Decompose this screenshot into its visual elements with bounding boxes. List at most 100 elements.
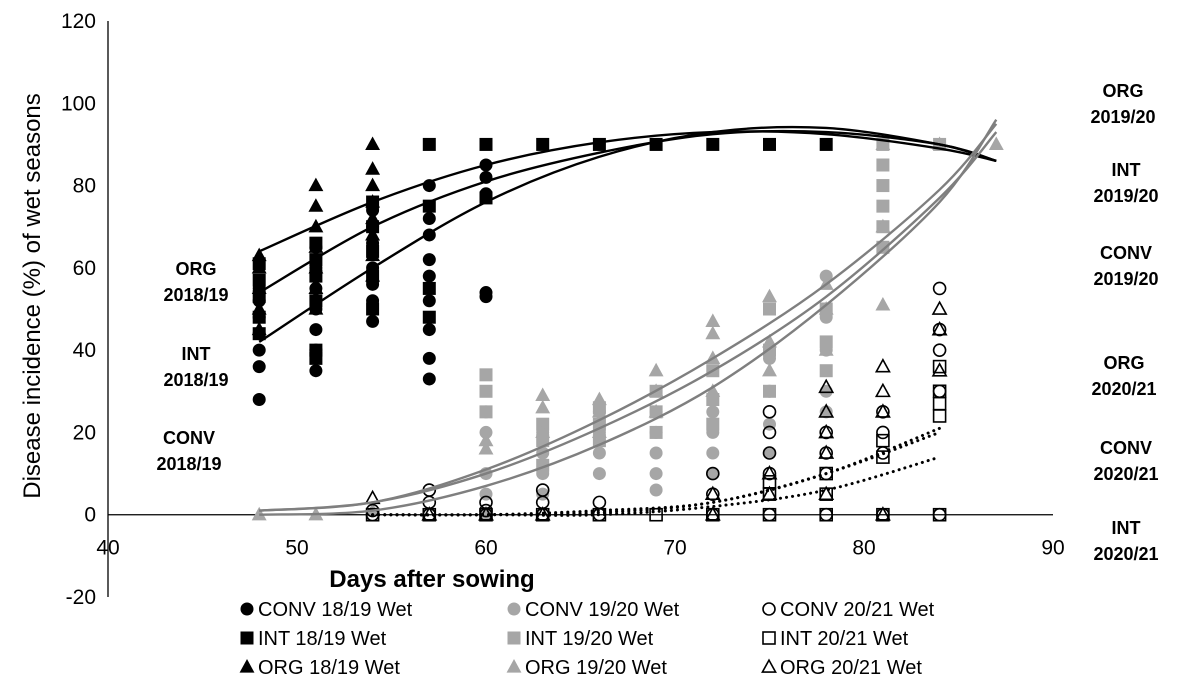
trendline-label-org1920: ORG [1102,81,1143,101]
data-point [704,506,721,521]
data-point [705,466,720,481]
data-point [479,286,493,300]
legend-item: CONV 20/21 Wet [762,599,935,621]
trendline-label-conv1819: 2018/19 [156,454,221,474]
data-point [592,137,606,151]
data-point [365,161,381,175]
data-point [762,362,777,377]
data-point [591,403,607,418]
data-point [705,313,721,327]
data-point [706,446,720,460]
trendline-org-2018-19 [258,130,997,253]
data-point [818,444,835,459]
data-point [365,268,381,282]
data-point [762,446,777,460]
data-point [762,288,777,303]
x-tick-label: 80 [852,537,875,560]
data-point [762,507,777,522]
data-point [763,384,776,398]
data-point [308,239,324,253]
data-point [251,259,267,274]
data-point [704,485,721,501]
series-int-19-20-wet [479,137,947,472]
data-point [422,211,436,225]
x-tick-labels: 40 50 60 70 80 90 [96,537,1064,560]
data-point [705,325,721,340]
data-point [819,137,833,151]
data-point [479,137,493,151]
data-point [931,321,948,336]
data-point [648,403,664,418]
trendline-int-2018-19 [258,129,997,294]
data-point [534,506,551,521]
legend-label: INT 19/20 Wet [525,628,654,650]
legend-label: CONV 18/19 Wet [258,599,413,621]
series-org-19-20-wet [251,136,1004,521]
legend-marker [239,659,255,673]
x-tick-label: 70 [663,537,686,560]
data-point [479,384,493,398]
data-point [308,259,324,274]
trendline-conv-2018-19 [258,125,997,343]
data-point [875,136,891,151]
trendlines [258,119,998,517]
legend-marker [762,631,776,645]
data-point [763,302,776,316]
data-point [874,382,891,398]
trendline-label-org2021: ORG [1103,353,1144,373]
trendline-label-int1819: INT [182,344,211,364]
series-org-18-19-wet [251,136,381,336]
trendline-label-org2021: 2020/21 [1091,379,1156,399]
data-point [365,247,381,262]
data-point [762,333,777,348]
trendline-label-conv1920: 2019/20 [1093,269,1158,289]
y-tick-label: -20 [66,586,96,609]
x-tick-label: 50 [285,537,308,560]
y-axis-title: Disease incidence (%) of wet seasons [19,93,46,499]
data-point [874,403,891,418]
data-point [649,425,663,439]
data-point [535,399,551,414]
data-point [422,137,436,151]
data-point [251,321,267,336]
data-point [535,424,551,439]
data-point [422,372,436,386]
data-point [932,384,947,399]
trendline-label-conv2021: CONV [1100,438,1152,458]
legend-marker [506,659,522,673]
data-point [309,323,323,337]
data-points [251,136,1004,522]
data-point [762,425,777,440]
data-point [535,387,551,401]
data-point [649,507,663,522]
y-tick-labels: -20 0 20 40 60 80 100 120 [61,10,96,609]
legend-item: INT 20/21 Wet [762,628,909,650]
trendline-conv-2019-20 [259,119,998,516]
data-point [706,405,720,419]
y-tick-label: 40 [73,339,96,362]
legend-marker [762,602,776,616]
data-point [932,281,947,296]
data-point [874,358,891,373]
legend-marker [240,631,254,645]
data-point [818,403,835,418]
data-point [762,405,777,419]
data-point [252,360,266,374]
series-int-18-19-wet [252,137,833,365]
data-point [536,137,550,151]
trendline-label-conv1920: CONV [1100,243,1152,263]
data-point [251,247,267,262]
legend-item: ORG 19/20 Wet [506,657,667,679]
data-point [309,364,323,378]
data-point [422,310,436,324]
y-tick-label: 100 [61,92,96,115]
trendline-label-int2021: INT [1112,518,1141,538]
data-point [876,199,890,213]
data-point [366,302,380,316]
x-axis-title: Days after sowing [329,566,534,593]
data-point [819,507,834,522]
data-point [763,137,776,151]
data-point [478,432,494,447]
data-point [365,227,381,241]
data-point [478,440,494,455]
